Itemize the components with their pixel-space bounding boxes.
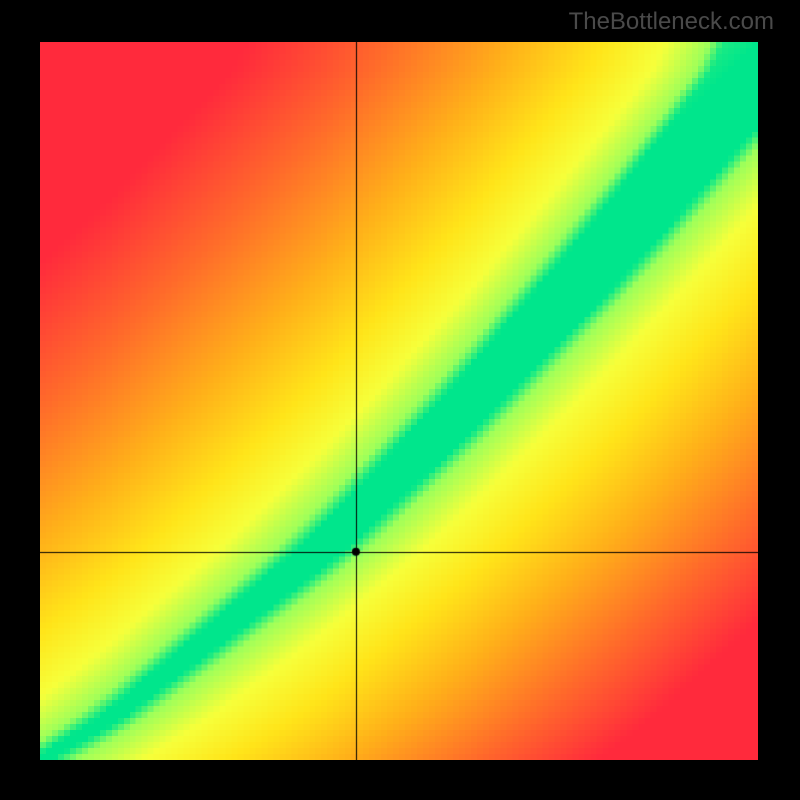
crosshair-overlay: [40, 42, 758, 760]
watermark-label: TheBottleneck.com: [569, 8, 774, 36]
chart-container: TheBottleneck.com: [0, 0, 800, 800]
